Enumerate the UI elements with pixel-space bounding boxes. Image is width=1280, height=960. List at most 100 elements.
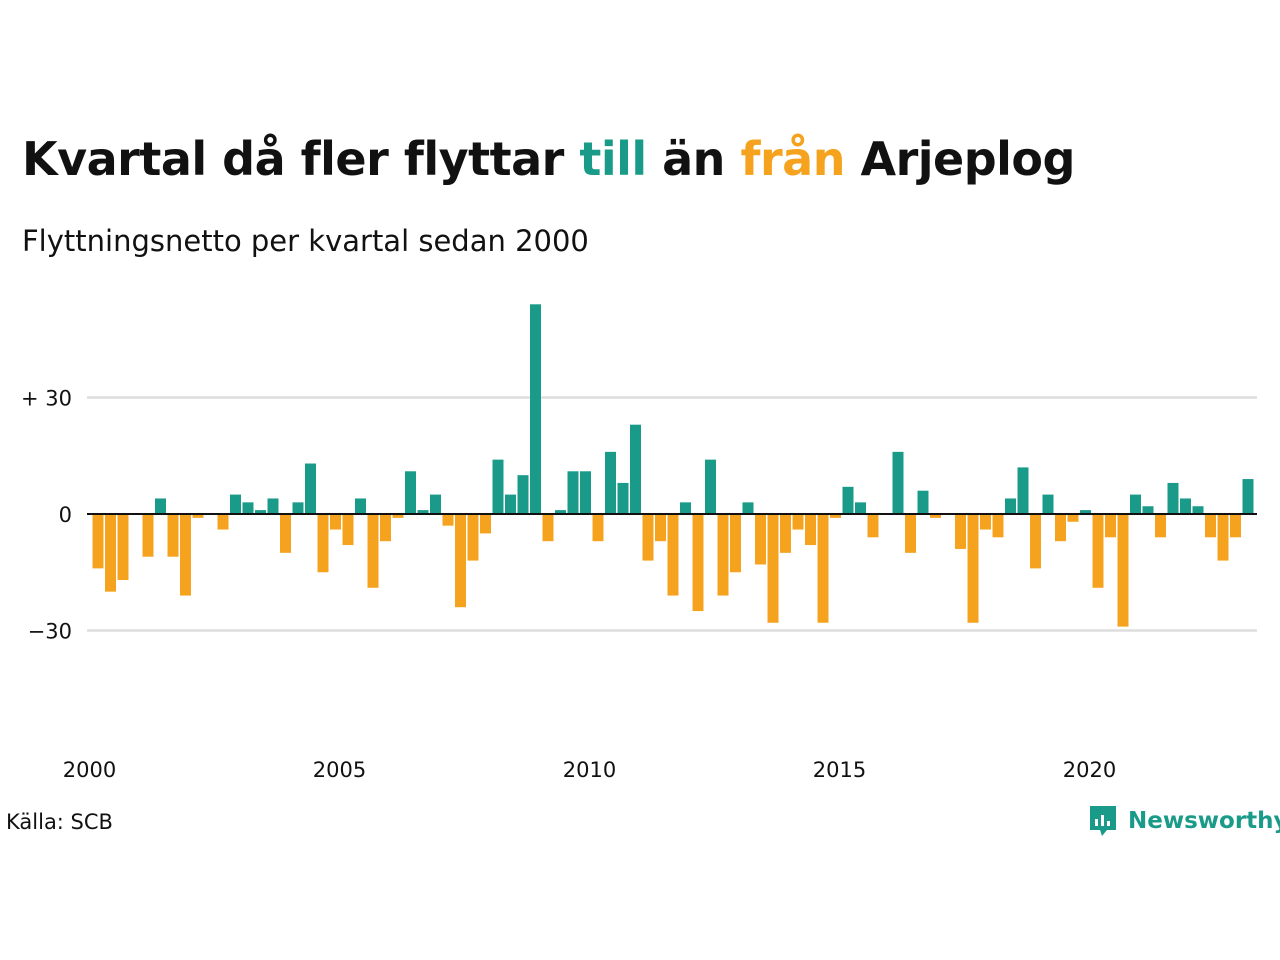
bar xyxy=(117,514,129,581)
newsworthy-logo-icon xyxy=(1090,806,1116,836)
bar xyxy=(542,514,554,542)
bar xyxy=(442,514,454,526)
bar xyxy=(630,424,641,514)
y-tick-label: + 30 xyxy=(21,387,72,411)
bar xyxy=(242,502,254,514)
bar xyxy=(517,475,529,514)
bar xyxy=(330,514,341,530)
bar xyxy=(617,482,629,514)
bar xyxy=(855,502,866,514)
bar xyxy=(1067,514,1079,522)
bar xyxy=(705,459,716,514)
gridlines xyxy=(87,396,1257,632)
title-part-2: än xyxy=(646,132,741,186)
y-tick-label: −30 xyxy=(28,620,72,644)
bar xyxy=(1042,494,1054,514)
bar xyxy=(1217,514,1229,561)
x-tick-label: 2015 xyxy=(813,758,866,782)
bar xyxy=(917,490,929,514)
source-label: Källa: SCB xyxy=(6,810,113,834)
bar xyxy=(180,514,191,596)
bar xyxy=(267,498,279,514)
brand-name: Newsworthy xyxy=(1128,808,1280,834)
title-word-fran: från xyxy=(740,132,845,186)
bar xyxy=(192,514,204,518)
x-tick-label: 2005 xyxy=(313,758,366,782)
bar xyxy=(1242,479,1254,514)
bar xyxy=(1192,506,1204,514)
bar xyxy=(730,514,741,573)
bar xyxy=(667,514,679,596)
newsworthy-logo: Newsworthy xyxy=(1088,804,1280,838)
bar xyxy=(405,471,416,514)
bar xyxy=(755,514,766,565)
bar xyxy=(230,494,241,514)
bar xyxy=(1017,467,1029,514)
bar xyxy=(692,514,704,612)
bar-chart: + 30 0 −30 2000 2005 2010 2015 2020 xyxy=(21,304,1257,782)
bar xyxy=(642,514,654,561)
bar xyxy=(342,514,354,546)
bar xyxy=(305,463,316,514)
bar xyxy=(1055,514,1066,542)
bar xyxy=(955,514,966,549)
bar xyxy=(367,514,379,588)
bar xyxy=(980,514,991,530)
bar xyxy=(1205,514,1216,538)
bar xyxy=(830,514,841,518)
bar xyxy=(592,514,604,542)
bar xyxy=(217,514,229,530)
axis-labels: + 30 0 −30 2000 2005 2010 2015 2020 xyxy=(21,387,1257,782)
bar xyxy=(655,514,666,542)
bar xyxy=(817,514,829,623)
bar xyxy=(792,514,804,530)
bar xyxy=(805,514,816,546)
bar xyxy=(317,514,329,573)
bar xyxy=(1167,482,1179,514)
bar xyxy=(355,498,366,514)
bar xyxy=(492,459,504,514)
bar xyxy=(767,514,779,623)
bar xyxy=(1180,498,1191,514)
bar xyxy=(467,514,479,561)
bar xyxy=(380,514,391,542)
bar xyxy=(742,502,754,514)
bar xyxy=(455,514,466,608)
bar xyxy=(1130,494,1141,514)
bar xyxy=(1230,514,1241,538)
bar xyxy=(567,471,579,514)
y-tick-label: 0 xyxy=(59,503,72,527)
bar xyxy=(867,514,879,538)
bar xyxy=(967,514,979,623)
bar xyxy=(430,494,441,514)
bar xyxy=(155,498,166,514)
bar xyxy=(530,304,541,514)
bar xyxy=(417,510,429,514)
bar xyxy=(167,514,179,557)
title-part-3: Arjeplog xyxy=(844,132,1075,186)
bar xyxy=(680,502,691,514)
bar xyxy=(1142,506,1154,514)
x-tick-label: 2010 xyxy=(563,758,616,782)
bar xyxy=(392,514,404,518)
bars xyxy=(92,304,1254,627)
bar xyxy=(905,514,916,553)
bar xyxy=(842,486,854,514)
bar xyxy=(505,494,516,514)
x-tick-label: 2020 xyxy=(1063,758,1116,782)
bar xyxy=(605,451,616,514)
bar xyxy=(292,502,304,514)
bar xyxy=(1117,514,1129,627)
bar xyxy=(580,471,591,514)
bar xyxy=(892,451,904,514)
bar xyxy=(555,510,566,514)
x-tick-label: 2000 xyxy=(63,758,116,782)
bar xyxy=(717,514,729,596)
bar xyxy=(280,514,291,553)
bar xyxy=(992,514,1004,538)
title-part-1: Kvartal då fler flyttar xyxy=(22,132,580,186)
chart-title: Kvartal då fler flyttar till än från Arj… xyxy=(22,132,1075,186)
bar xyxy=(1080,510,1091,514)
bar xyxy=(142,514,154,557)
bar xyxy=(780,514,791,553)
